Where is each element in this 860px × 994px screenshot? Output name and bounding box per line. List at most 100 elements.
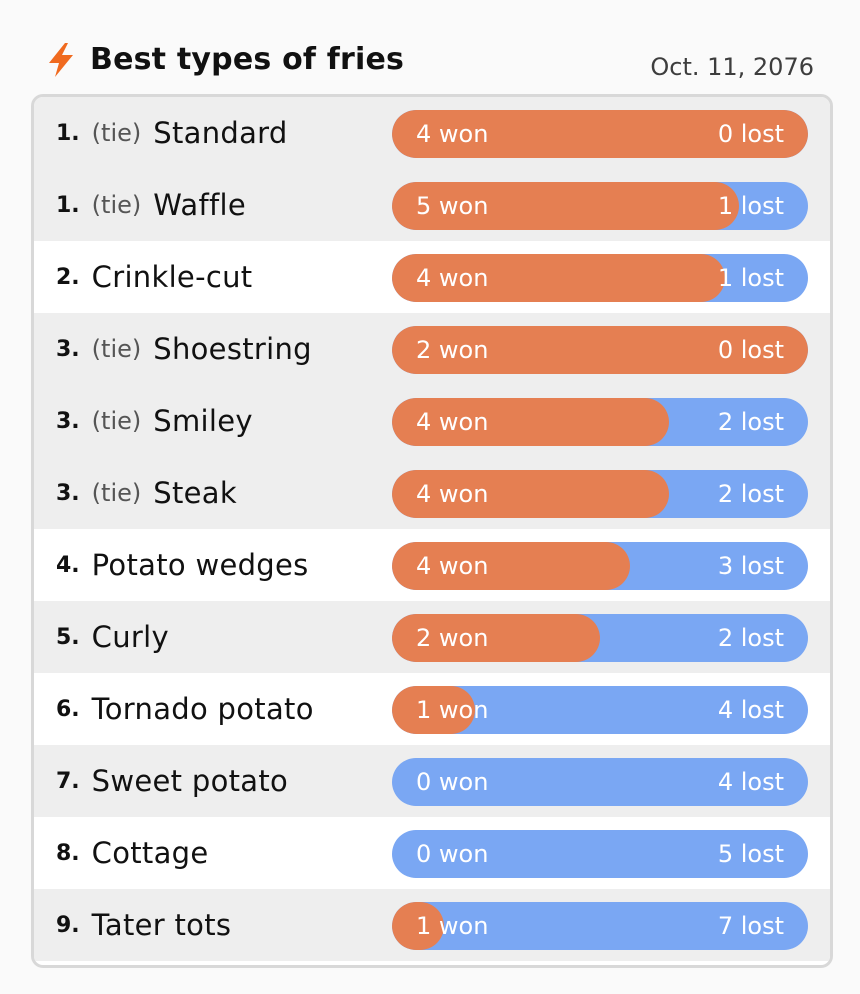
table-row: 1. (tie) Standard 4 won 0 lost (34, 97, 830, 169)
table-row: 9. Tater tots 1 won 7 lost (34, 889, 830, 961)
date-label: Oct. 11, 2076 (650, 53, 814, 81)
record-bar: 2 won 0 lost (392, 326, 808, 374)
fry-name: Sweet potato (91, 764, 289, 798)
lost-count: 1 lost (717, 192, 784, 220)
row-label: 3. (tie) Shoestring (56, 313, 312, 385)
table-row: 3. (tie) Smiley 4 won 2 lost (34, 385, 830, 457)
record-bar: 4 won 1 lost (392, 254, 808, 302)
row-label: 6. Tornado potato (56, 673, 314, 745)
record-bar: 2 won 2 lost (392, 614, 808, 662)
tie-marker: (tie) (91, 335, 142, 363)
table-row: 6. Tornado potato 1 won 4 lost (34, 673, 830, 745)
won-fill (392, 614, 600, 662)
won-count: 4 won (416, 552, 489, 580)
rank-number: 1. (56, 192, 80, 218)
row-label: 3. (tie) Steak (56, 457, 237, 529)
fry-name: Tornado potato (91, 692, 314, 726)
lost-count: 4 lost (717, 768, 784, 796)
table-row: 7. Sweet potato 0 won 4 lost (34, 745, 830, 817)
won-count: 4 won (416, 408, 489, 436)
table-row: 1. (tie) Waffle 5 won 1 lost (34, 169, 830, 241)
title-group: Best types of fries (46, 40, 404, 80)
row-label: 1. (tie) Waffle (56, 169, 246, 241)
rank-number: 3. (56, 336, 80, 362)
fry-name: Potato wedges (91, 548, 309, 582)
row-label: 1. (tie) Standard (56, 97, 288, 169)
tie-marker: (tie) (91, 191, 142, 219)
lost-count: 3 lost (717, 552, 784, 580)
record-bar: 4 won 3 lost (392, 542, 808, 590)
won-count: 1 won (416, 696, 489, 724)
record-bar: 4 won 0 lost (392, 110, 808, 158)
header: Best types of fries Oct. 11, 2076 (46, 38, 814, 84)
won-fill (392, 182, 739, 230)
won-fill (392, 326, 808, 374)
row-label: 3. (tie) Smiley (56, 385, 253, 457)
table-row: 3. (tie) Steak 4 won 2 lost (34, 457, 830, 529)
rank-number: 4. (56, 552, 80, 578)
lost-count: 7 lost (717, 912, 784, 940)
row-label: 4. Potato wedges (56, 529, 309, 601)
row-label: 2. Crinkle-cut (56, 241, 252, 313)
rank-number: 1. (56, 120, 80, 146)
lost-count: 0 lost (717, 120, 784, 148)
lost-count: 0 lost (717, 336, 784, 364)
lost-count: 4 lost (717, 696, 784, 724)
won-fill (392, 254, 725, 302)
table-row: 2. Crinkle-cut 4 won 1 lost (34, 241, 830, 313)
tie-marker: (tie) (91, 119, 142, 147)
fry-name: Tater tots (91, 908, 232, 942)
won-fill (392, 470, 670, 518)
lost-count: 2 lost (717, 624, 784, 652)
row-label: 7. Sweet potato (56, 745, 288, 817)
table-row: 5. Curly 2 won 2 lost (34, 601, 830, 673)
page-title: Best types of fries (90, 42, 405, 77)
rank-number: 6. (56, 696, 80, 722)
tie-marker: (tie) (91, 479, 142, 507)
won-count: 2 won (416, 624, 489, 652)
won-count: 4 won (416, 480, 489, 508)
won-fill (392, 686, 476, 734)
won-fill (392, 542, 630, 590)
rank-number: 7. (56, 768, 80, 794)
record-bar: 4 won 2 lost (392, 398, 808, 446)
lost-count: 2 lost (717, 480, 784, 508)
rank-number: 2. (56, 264, 80, 290)
won-count: 4 won (416, 264, 489, 292)
record-bar: 0 won 4 lost (392, 758, 808, 806)
tie-marker: (tie) (91, 407, 142, 435)
won-count: 5 won (416, 192, 489, 220)
record-bar: 1 won 4 lost (392, 686, 808, 734)
fry-name: Cottage (91, 836, 209, 870)
fry-name: Crinkle-cut (91, 260, 253, 294)
fry-name: Curly (91, 620, 169, 654)
row-label: 9. Tater tots (56, 889, 231, 961)
rank-number: 9. (56, 912, 80, 938)
fry-name: Shoestring (153, 332, 312, 366)
table-row: 8. Cottage 0 won 5 lost (34, 817, 830, 889)
won-count: 0 won (416, 840, 489, 868)
record-bar: 4 won 2 lost (392, 470, 808, 518)
fry-name: Standard (153, 116, 288, 150)
row-label: 5. Curly (56, 601, 169, 673)
lightning-bolt-icon (49, 43, 73, 77)
won-fill (392, 902, 444, 950)
table-row: 3. (tie) Shoestring 2 won 0 lost (34, 313, 830, 385)
rank-number: 3. (56, 408, 80, 434)
lost-count: 1 lost (717, 264, 784, 292)
rank-number: 5. (56, 624, 80, 650)
record-bar: 1 won 7 lost (392, 902, 808, 950)
won-count: 1 won (416, 912, 489, 940)
won-fill (392, 398, 670, 446)
lost-count: 5 lost (717, 840, 784, 868)
fry-name: Smiley (153, 404, 253, 438)
won-count: 2 won (416, 336, 489, 364)
won-fill (392, 110, 808, 158)
row-label: 8. Cottage (56, 817, 209, 889)
record-bar: 5 won 1 lost (392, 182, 808, 230)
fry-name: Steak (153, 476, 237, 510)
table-row: 4. Potato wedges 4 won 3 lost (34, 529, 830, 601)
won-count: 4 won (416, 120, 489, 148)
rank-number: 8. (56, 840, 80, 866)
ranking-board: 1. (tie) Standard 4 won 0 lost 1. (tie) Waffle 5… (31, 94, 833, 968)
